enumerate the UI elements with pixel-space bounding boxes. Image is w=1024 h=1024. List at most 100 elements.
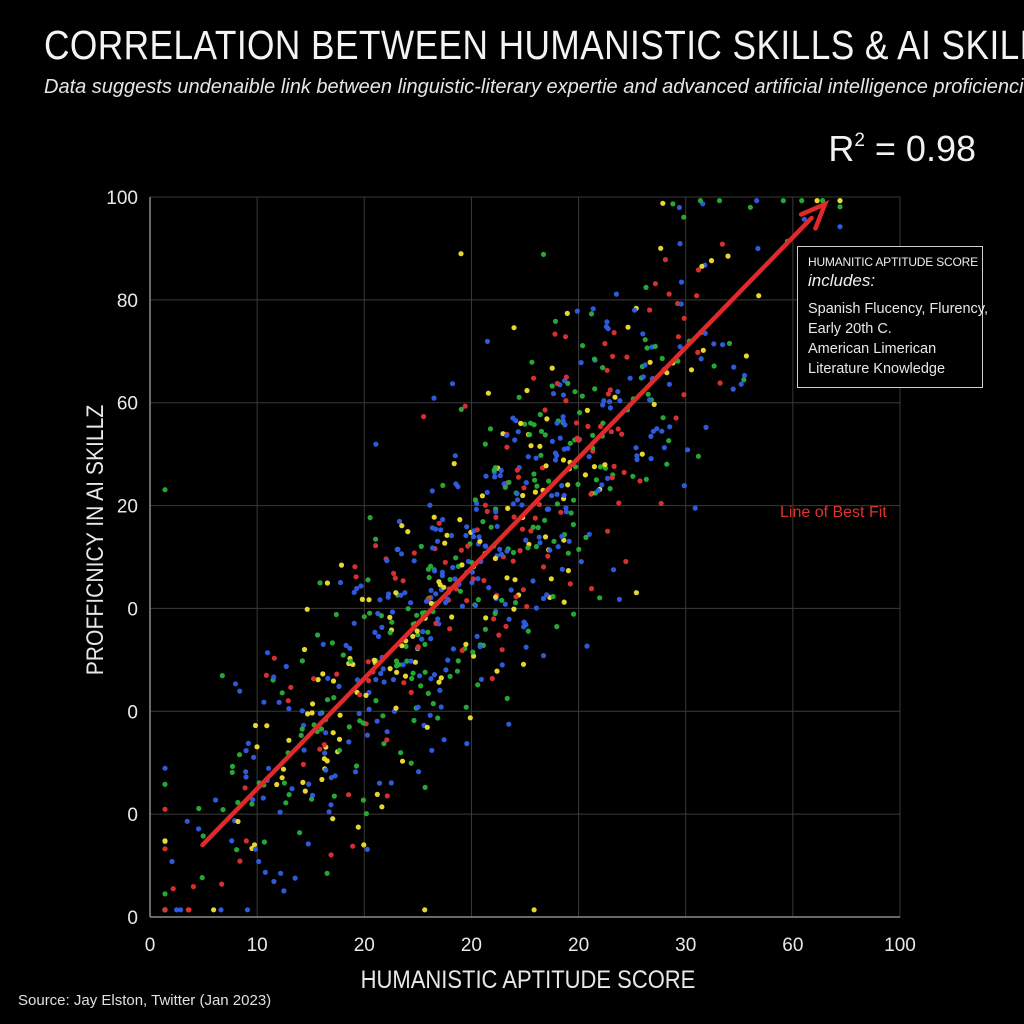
scatter-point-green [336,747,343,753]
scatter-point-blue [443,599,449,606]
scatter-point-blue [445,657,451,663]
scatter-point-blue [492,474,498,480]
scatter-point-red [504,444,510,450]
scatter-point-red [458,547,464,553]
scatter-point-blue [661,445,668,451]
scatter-point-green [315,632,321,638]
scatter-point-green [457,588,464,594]
scatter-point-blue [730,386,736,392]
scatter-point-yellow [524,387,530,394]
scatter-point-blue [430,545,436,551]
scatter-point-green [643,476,649,482]
scatter-point-yellow [252,722,259,729]
scatter-point-blue [427,502,433,508]
scatter-point-green [597,464,604,470]
scatter-point-yellow [725,253,731,259]
scatter-point-blue [615,389,621,395]
scatter-point-red [170,886,176,892]
scatter-point-blue [720,342,726,348]
scatter-point-green [666,438,672,444]
scatter-point-red [604,367,610,373]
x-tick-label: 10 [247,935,268,956]
scatter-point-yellow [235,818,241,825]
scatter-point-blue [560,418,566,424]
scatter-point-blue [676,204,683,211]
scatter-point-blue [634,453,640,459]
scatter-point-green [492,465,498,471]
scatter-point-yellow [658,245,664,251]
scatter-point-blue [523,622,529,628]
scatter-point-green [522,421,528,427]
scatter-point-blue [264,650,271,656]
scatter-point-red [521,485,527,491]
scatter-point-green [411,717,417,724]
scatter-point-green [463,704,469,710]
scatter-point-red [545,553,551,559]
scatter-point-blue [499,662,505,668]
scatter-point-blue [377,597,383,603]
scatter-point-red [658,500,664,506]
scatter-point-green [567,440,573,446]
scatter-point-red [436,520,442,526]
arrow-head [798,200,830,231]
scatter-point-blue [346,739,352,745]
scatter-point-blue [478,676,484,683]
r-squared: R2 = 0.98 [828,128,976,170]
scatter-point-green [346,724,352,730]
scatter-point-blue [702,330,708,336]
scatter-point-green [472,497,478,503]
scatter-point-green [533,544,540,550]
scatter-point-red [243,838,249,844]
scatter-point-red [514,467,520,473]
x-axis-label: HUMANISTIC APTITUDE SCORE [361,966,696,994]
scatter-point-red [510,558,516,564]
scatter-point-green [482,626,488,632]
scatter-point-yellow [402,673,409,679]
y-tick-label: 0 [127,702,138,723]
scatter-point-blue [464,741,470,747]
scatter-point-green [393,663,400,669]
scatter-point-green [298,732,304,739]
scatter-point-green [565,380,571,386]
scatter-point-red [185,907,191,913]
scatter-point-green [283,800,289,806]
scatter-point-yellow [315,677,321,683]
scatter-point-blue [416,769,422,775]
scatter-point-yellow [304,606,310,612]
scatter-point-blue [544,592,550,598]
scatter-point-red [237,858,243,864]
scatter-point-red [162,846,168,852]
scatter-point-red [637,478,643,484]
scatter-point-blue [562,422,568,428]
scatter-point-blue [423,598,429,604]
scatter-point-red [528,528,534,534]
scatter-point-yellow [330,678,337,684]
scatter-point-red [373,543,379,549]
scatter-point-green [373,536,379,542]
scatter-point-blue [617,398,623,404]
scatter-point-blue [477,644,483,650]
scatter-point-blue [606,399,613,405]
scatter-point-yellow [337,712,343,718]
scatter-point-green [525,545,531,551]
scatter-point-yellow [477,538,483,544]
scatter-point-blue [667,424,673,430]
scatter-point-red [219,881,225,887]
scatter-point-green [453,555,459,561]
scatter-point-green [600,365,606,371]
scatter-point-green [695,453,702,459]
scatter-point-red [511,514,517,520]
chart-subtitle: Data suggests undenaible link between li… [44,76,1024,98]
scatter-point-yellow [254,744,260,750]
scatter-point-blue [374,718,380,724]
scatter-point-yellow [548,576,554,582]
scatter-point-yellow [511,606,517,612]
scatter-point-green [317,580,323,586]
scatter-point-red [288,684,294,691]
scatter-point-blue [566,538,572,544]
scatter-point-green [229,769,235,776]
y-tick-label: 80 [117,291,138,312]
scatter-point-blue [433,591,439,597]
trendline-arrow [200,200,830,848]
scatter-point-green [435,715,441,721]
